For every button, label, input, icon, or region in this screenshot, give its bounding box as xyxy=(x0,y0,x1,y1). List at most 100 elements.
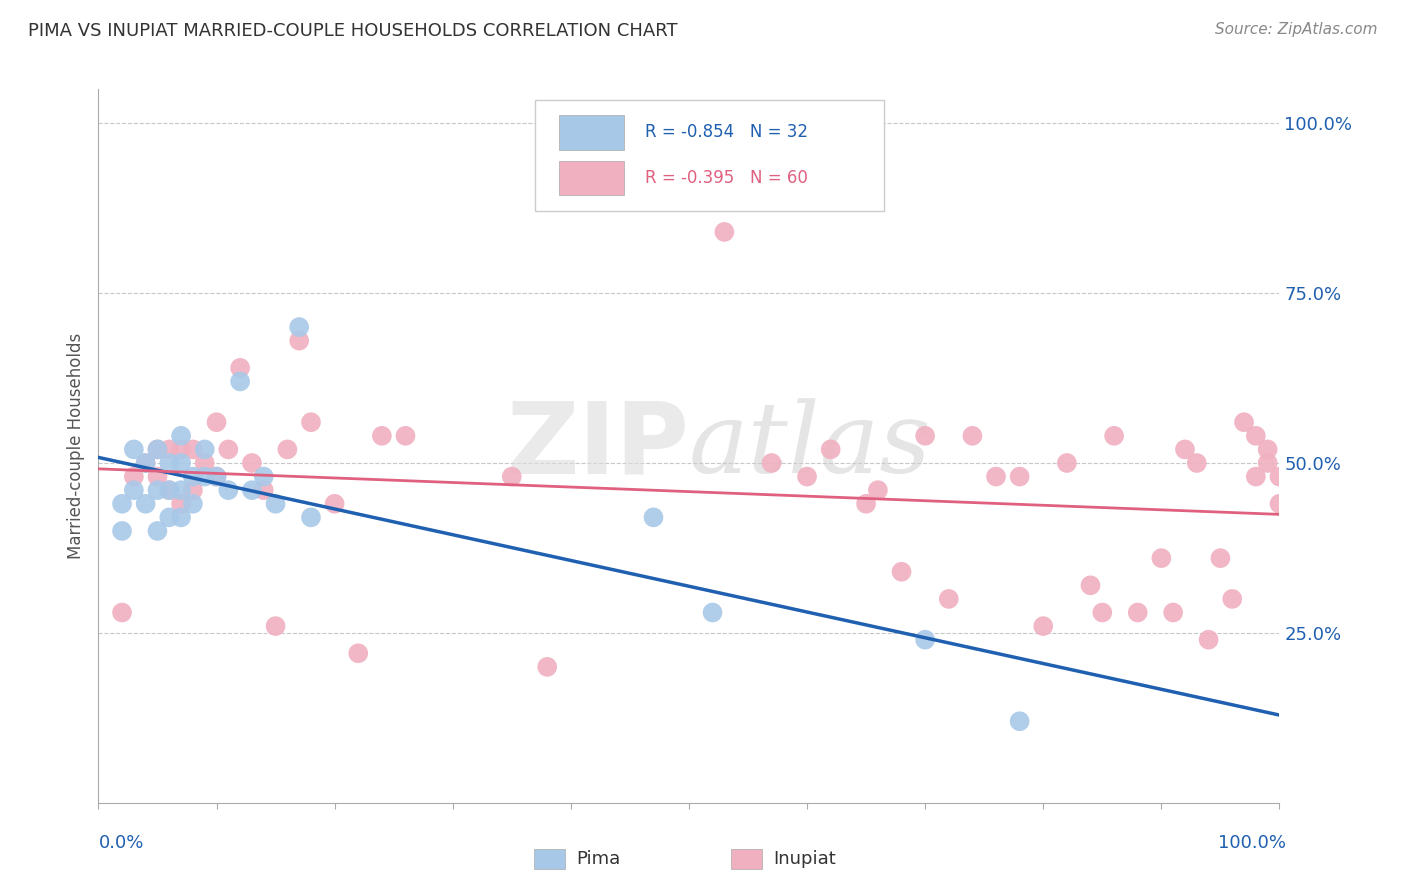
FancyBboxPatch shape xyxy=(560,161,624,195)
Point xyxy=(157,442,180,457)
Text: Source: ZipAtlas.com: Source: ZipAtlas.com xyxy=(1215,22,1378,37)
Point xyxy=(1056,456,1078,470)
Point xyxy=(194,442,217,457)
Point xyxy=(217,483,239,498)
Point xyxy=(1233,415,1256,429)
Point xyxy=(181,497,204,511)
Point xyxy=(229,375,252,389)
Point xyxy=(135,497,157,511)
Point xyxy=(962,429,984,443)
Text: PIMA VS INUPIAT MARRIED-COUPLE HOUSEHOLDS CORRELATION CHART: PIMA VS INUPIAT MARRIED-COUPLE HOUSEHOLD… xyxy=(28,22,678,40)
Point xyxy=(194,456,217,470)
Text: 0.0%: 0.0% xyxy=(98,834,143,852)
Point xyxy=(1185,456,1208,470)
Point xyxy=(1220,591,1243,606)
Point xyxy=(288,334,311,348)
Point xyxy=(122,442,145,457)
Point xyxy=(938,591,960,606)
Point xyxy=(146,469,169,483)
Point xyxy=(288,320,311,334)
Text: atlas: atlas xyxy=(689,399,932,493)
Point xyxy=(264,619,287,633)
Point xyxy=(170,442,193,457)
Text: ZIP: ZIP xyxy=(506,398,689,494)
Point xyxy=(157,483,180,498)
Point xyxy=(135,456,157,470)
Point xyxy=(157,483,180,498)
Point xyxy=(170,510,193,524)
Point xyxy=(299,415,322,429)
Point xyxy=(1091,606,1114,620)
Point xyxy=(122,483,145,498)
Point xyxy=(643,510,665,524)
Point xyxy=(323,497,346,511)
Point xyxy=(1174,442,1197,457)
Point xyxy=(866,483,889,498)
Point xyxy=(122,469,145,483)
Point xyxy=(1198,632,1220,647)
Point xyxy=(796,469,818,483)
Point xyxy=(536,660,558,674)
Point xyxy=(170,497,193,511)
Point xyxy=(394,429,416,443)
Point xyxy=(1150,551,1173,566)
Point xyxy=(1161,606,1184,620)
Text: Inupiat: Inupiat xyxy=(773,850,837,868)
Point xyxy=(170,429,193,443)
Point xyxy=(984,469,1007,483)
Point xyxy=(181,483,204,498)
Point xyxy=(205,469,228,483)
Point xyxy=(1008,714,1031,729)
Point xyxy=(146,442,169,457)
Point xyxy=(1080,578,1102,592)
FancyBboxPatch shape xyxy=(560,115,624,150)
Point xyxy=(240,483,263,498)
Text: R = -0.854   N = 32: R = -0.854 N = 32 xyxy=(645,123,808,142)
Text: Pima: Pima xyxy=(576,850,620,868)
Point xyxy=(146,483,169,498)
Point xyxy=(1257,456,1279,470)
Point xyxy=(501,469,523,483)
Point xyxy=(240,456,263,470)
Point xyxy=(1244,469,1267,483)
Point xyxy=(347,646,370,660)
Point xyxy=(157,456,180,470)
FancyBboxPatch shape xyxy=(536,100,884,211)
Point xyxy=(111,606,134,620)
Point xyxy=(299,510,322,524)
Point xyxy=(1257,442,1279,457)
Text: R = -0.395   N = 60: R = -0.395 N = 60 xyxy=(645,169,808,187)
Point xyxy=(855,497,877,511)
Point xyxy=(702,606,724,620)
Point xyxy=(820,442,842,457)
Point xyxy=(229,360,252,375)
Point xyxy=(205,415,228,429)
Point xyxy=(371,429,394,443)
Point xyxy=(1268,469,1291,483)
Point xyxy=(181,442,204,457)
Point xyxy=(1008,469,1031,483)
Point xyxy=(761,456,783,470)
Point xyxy=(713,225,735,239)
Point xyxy=(914,632,936,647)
Point xyxy=(914,429,936,443)
Point xyxy=(253,483,276,498)
Point xyxy=(264,497,287,511)
Point xyxy=(170,456,193,470)
Point xyxy=(205,469,228,483)
Point xyxy=(253,469,276,483)
Point xyxy=(194,469,217,483)
Point xyxy=(170,483,193,498)
Y-axis label: Married-couple Households: Married-couple Households xyxy=(67,333,86,559)
Point xyxy=(276,442,298,457)
Point xyxy=(146,524,169,538)
Point xyxy=(135,456,157,470)
Point xyxy=(1032,619,1054,633)
Point xyxy=(1209,551,1232,566)
Point xyxy=(1244,429,1267,443)
Point xyxy=(111,497,134,511)
Point xyxy=(1268,497,1291,511)
Point xyxy=(157,510,180,524)
Point xyxy=(1102,429,1125,443)
Point xyxy=(890,565,912,579)
